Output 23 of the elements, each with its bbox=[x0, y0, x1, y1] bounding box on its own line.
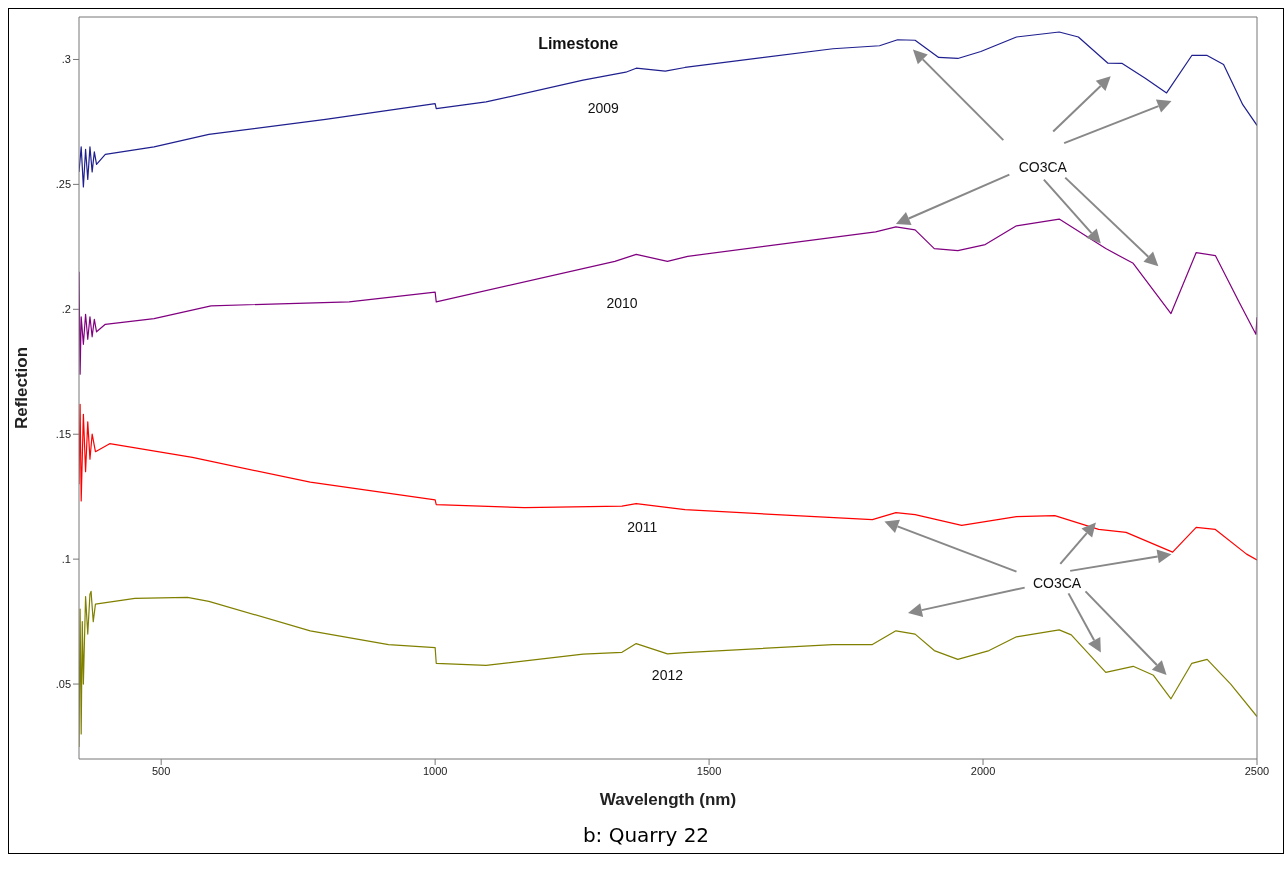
y-tick-label: .1 bbox=[61, 553, 71, 566]
annotation: CO3CA bbox=[1032, 575, 1082, 592]
series-label: 2012 bbox=[651, 667, 684, 684]
y-tick-label: .3 bbox=[61, 53, 71, 66]
text: Limestone bbox=[538, 35, 619, 53]
y-tick-label: .25 bbox=[55, 178, 71, 191]
x-tick-label: 2000 bbox=[970, 764, 996, 777]
text: 2010 bbox=[606, 294, 638, 311]
x-tick-label: 1000 bbox=[422, 764, 448, 777]
x-tick-label: 2500 bbox=[1244, 764, 1270, 777]
y-tick-label: .05 bbox=[55, 677, 71, 690]
line-series bbox=[79, 31, 1257, 188]
annotation: CO3CA bbox=[1018, 158, 1068, 175]
series-label: 2011 bbox=[627, 519, 658, 536]
line-series bbox=[79, 403, 1257, 561]
x-axis-title: Wavelength (nm) bbox=[599, 790, 737, 809]
y-tick-label: .2 bbox=[61, 303, 71, 316]
y-tick-label: .15 bbox=[55, 428, 71, 441]
text: b: Quarry 22 bbox=[581, 822, 711, 849]
series-label: 2009 bbox=[587, 99, 620, 116]
x-tick-label: 1500 bbox=[696, 764, 722, 777]
y-axis-title: Reflection bbox=[12, 346, 32, 430]
x-tick-label: 500 bbox=[152, 764, 171, 777]
